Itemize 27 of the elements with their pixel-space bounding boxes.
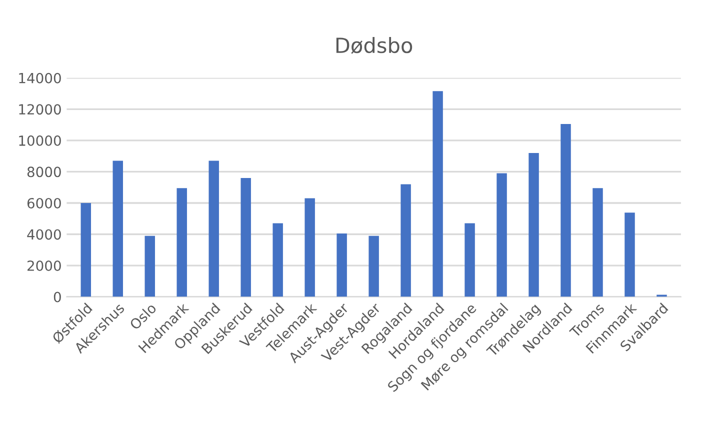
bar (144, 236, 155, 297)
bar (464, 223, 475, 297)
y-tick-label: 0 (54, 292, 61, 302)
bar (368, 236, 379, 297)
y-tick-label: 10000 (19, 135, 61, 146)
bar (304, 198, 315, 297)
bar (80, 202, 92, 297)
bar (272, 223, 283, 297)
bar (496, 173, 507, 297)
bar (592, 188, 603, 297)
bar (624, 212, 635, 297)
bar (560, 124, 571, 297)
bar (208, 160, 219, 297)
y-tick-label: 12000 (19, 104, 61, 115)
bar (432, 91, 443, 297)
chart-title: Dødsbo (336, 37, 412, 54)
bar (176, 188, 187, 297)
y-tick-label: 6000 (27, 198, 61, 208)
bar (112, 160, 123, 297)
y-tick-label: 4000 (27, 229, 61, 240)
bar (400, 184, 411, 297)
y-tick-label: 8000 (27, 166, 61, 178)
bar (240, 178, 251, 297)
bar (336, 233, 347, 297)
y-tick-label: 14000 (19, 72, 61, 84)
y-tick-label: 2000 (28, 260, 61, 272)
bar (528, 152, 539, 297)
